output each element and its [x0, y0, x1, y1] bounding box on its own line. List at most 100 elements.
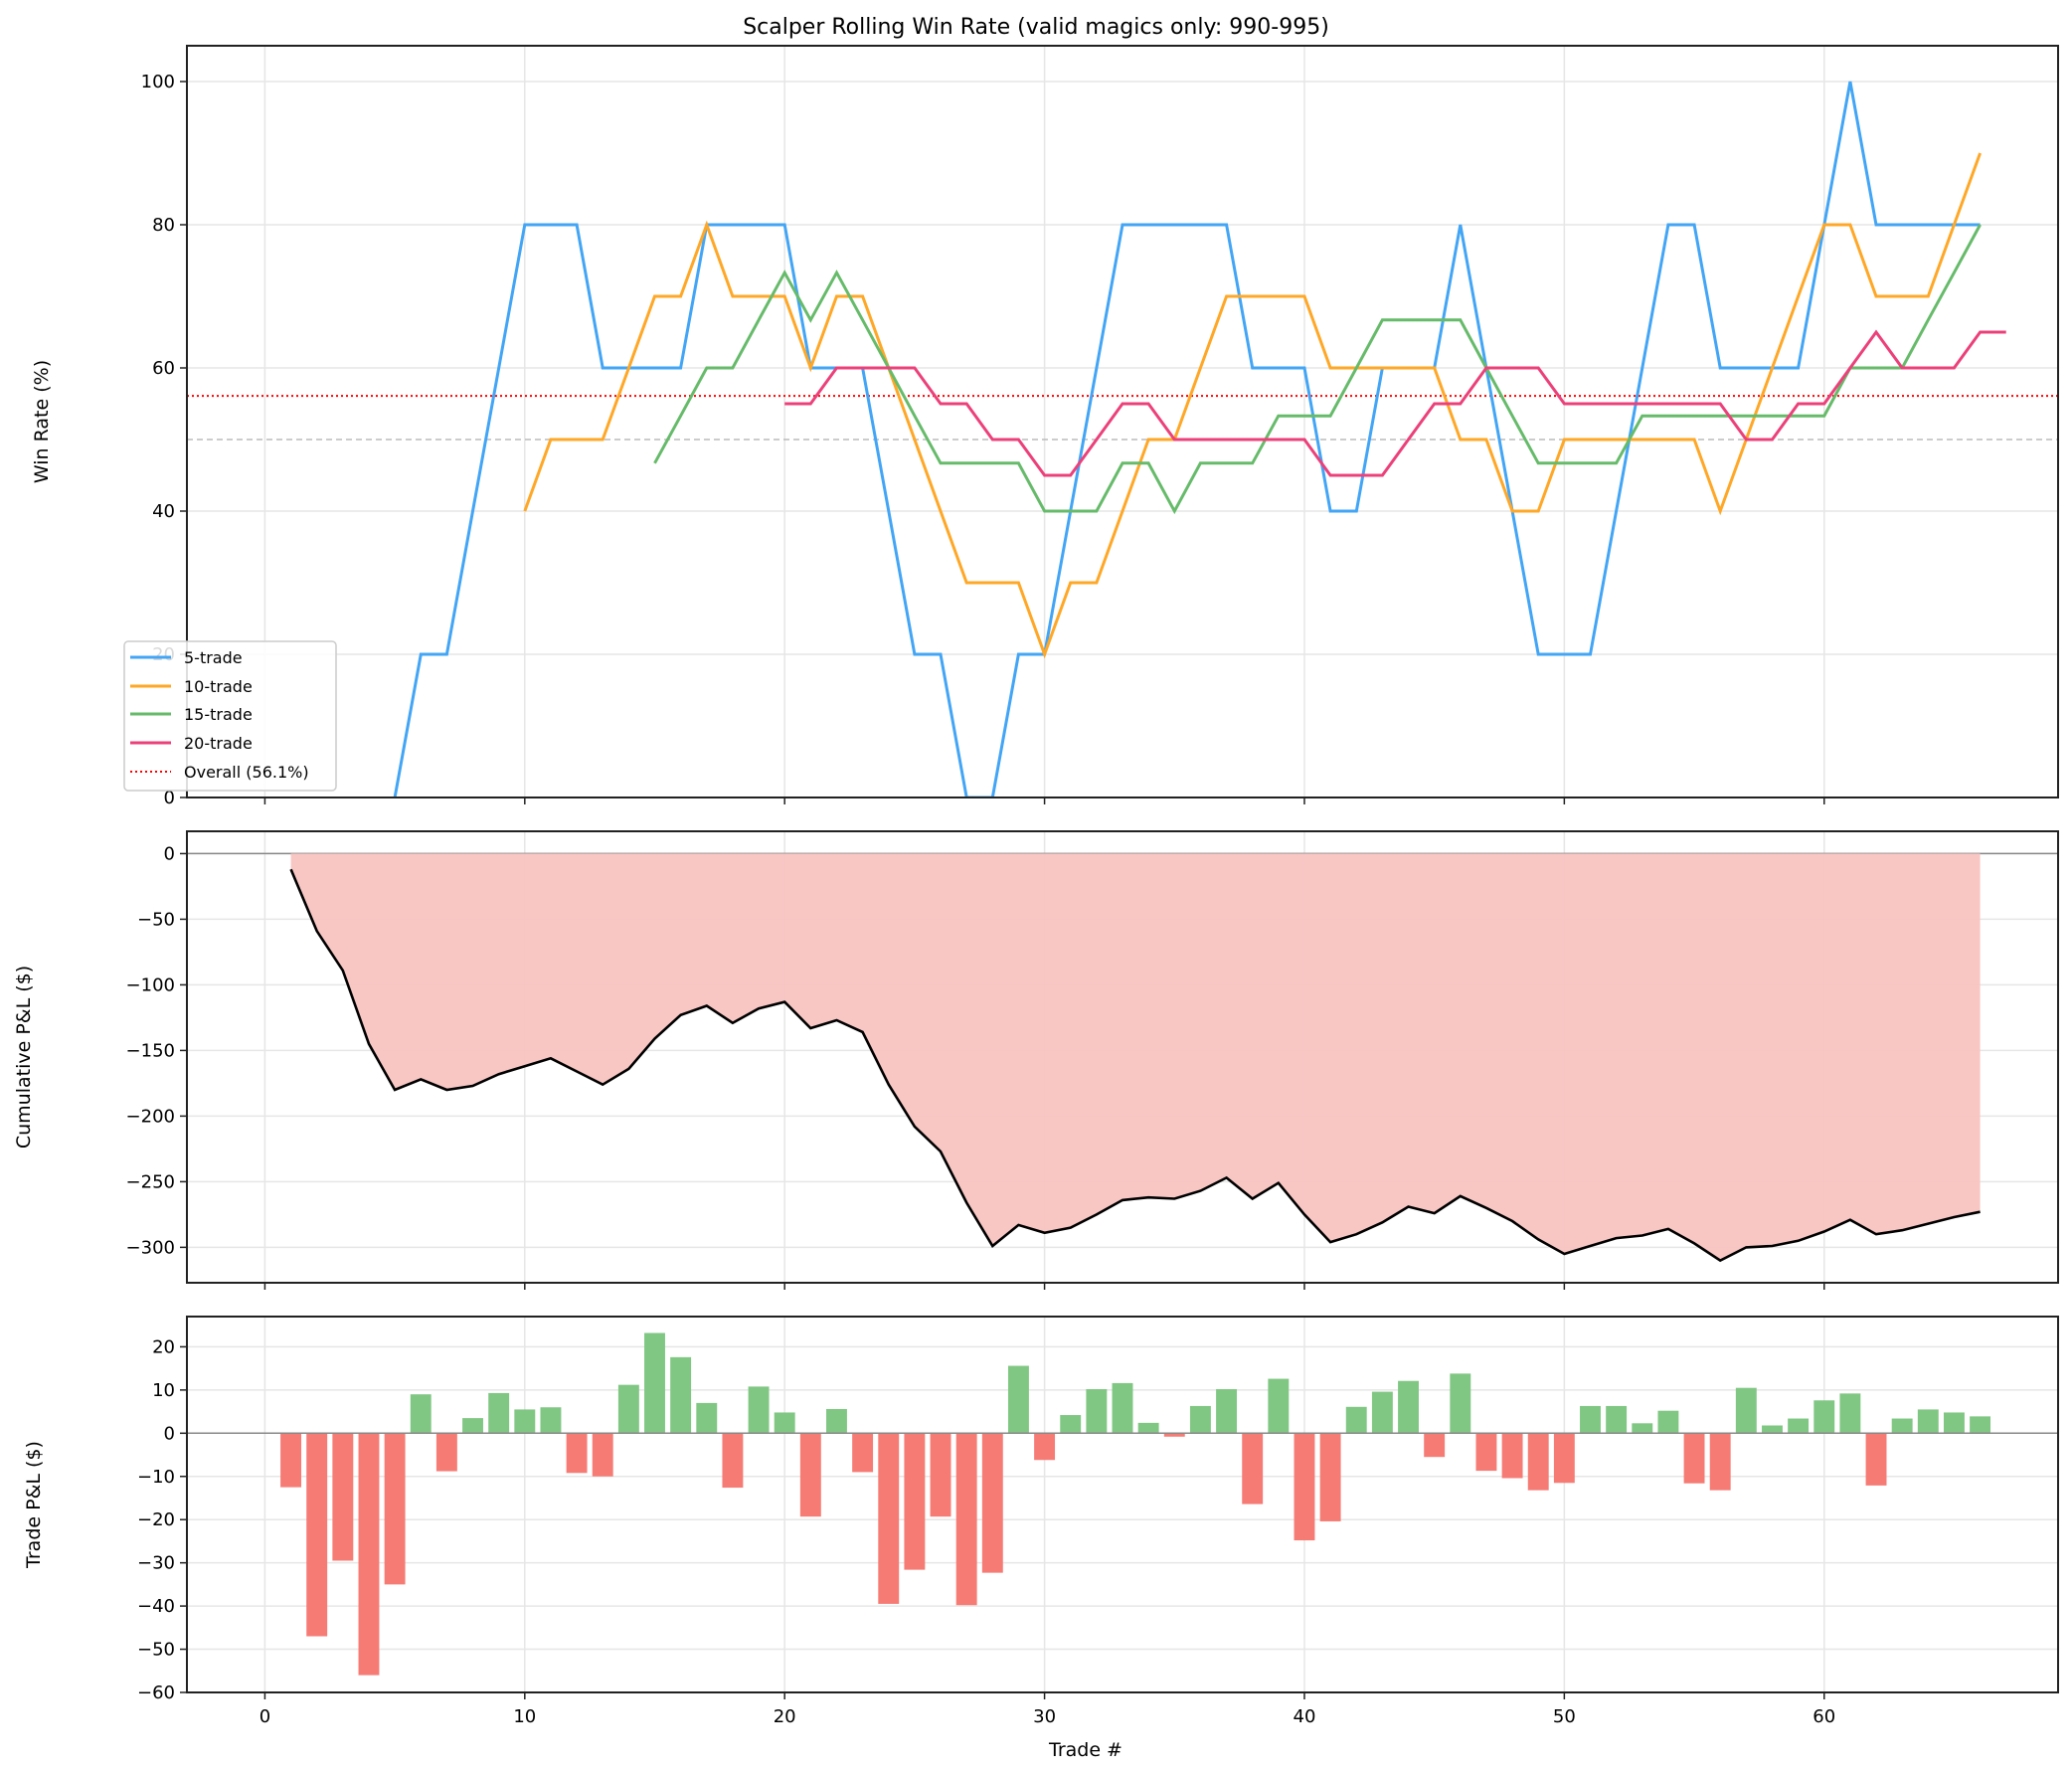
- trade-bar: [280, 1433, 302, 1488]
- trade-bar: [540, 1407, 562, 1434]
- drawdown-fill: [290, 853, 1981, 1261]
- trade-bar: [617, 1384, 639, 1434]
- legend-15-trade: 15-trade: [184, 705, 253, 724]
- trade-bar: [1813, 1400, 1835, 1434]
- trade-pnl-panel: 0 10 20 30 40 50 60 20 10 0 −10 −20 −30 −40 −50 −60 Tra…: [23, 1316, 2059, 1761]
- legend-20-trade: 20-trade: [184, 734, 253, 753]
- cumulative-line: [289, 868, 1981, 1263]
- y-tick-label: −100: [126, 974, 175, 995]
- trade-bar: [1788, 1418, 1810, 1434]
- trade-bars: [187, 1332, 2058, 1676]
- trade-bar: [878, 1433, 900, 1604]
- trade-bar: [981, 1433, 1003, 1573]
- trade-bar: [306, 1433, 328, 1637]
- trade-bar: [1606, 1405, 1628, 1434]
- trade-bar: [1086, 1388, 1108, 1434]
- y-tick-label: −30: [137, 1553, 175, 1574]
- trade-bar: [1917, 1409, 1939, 1434]
- trade-bar: [774, 1412, 795, 1434]
- trade-bar: [1891, 1418, 1913, 1434]
- trade-bar: [410, 1394, 432, 1434]
- trade-bar: [1943, 1412, 1965, 1434]
- trade-bar: [1007, 1365, 1029, 1434]
- trade-bar: [644, 1332, 665, 1434]
- trade-bar: [1580, 1405, 1601, 1434]
- trade-bar: [1632, 1423, 1653, 1434]
- trade-bar: [1242, 1433, 1264, 1504]
- x-tick-label: 20: [774, 1706, 796, 1727]
- y-tick-label: −50: [137, 909, 175, 930]
- trade-bar: [696, 1402, 718, 1434]
- x-tick-label: 60: [1813, 1706, 1835, 1727]
- trade-bar: [1709, 1433, 1731, 1491]
- trade-bar: [722, 1433, 744, 1489]
- cumulative-axes-frame: [186, 830, 2059, 1284]
- trade-grid: [187, 1317, 2058, 1693]
- y-tick-label: −10: [137, 1467, 175, 1488]
- trade-bar: [514, 1409, 536, 1434]
- trade-bar: [1371, 1391, 1393, 1434]
- x-tick-label: 40: [1294, 1706, 1316, 1727]
- y-tick-label: 0: [164, 1423, 175, 1444]
- y-tick-label: 0: [164, 788, 175, 808]
- series-10-trade: [523, 152, 1983, 659]
- trade-bar: [1319, 1433, 1341, 1521]
- trade-bar: [462, 1418, 483, 1434]
- trade-bar: [384, 1433, 406, 1585]
- trade-bar: [488, 1392, 510, 1434]
- trade-bar: [435, 1433, 457, 1472]
- y-tick-label: 10: [152, 1380, 175, 1401]
- win-rate-axes-frame: [186, 45, 2059, 798]
- cumulative-ticks: 0 −50 −100 −150 −200 −250 −300: [126, 843, 1825, 1290]
- trade-bar: [1762, 1425, 1783, 1434]
- trade-bar: [1268, 1378, 1290, 1434]
- x-tick-label: 10: [513, 1706, 536, 1727]
- trade-bar: [1735, 1387, 1757, 1434]
- legend-box: [123, 640, 337, 792]
- y-tick-label: −20: [137, 1509, 175, 1530]
- trade-bar: [748, 1386, 770, 1434]
- legend-10-trade: 10-trade: [184, 677, 253, 696]
- trade-bar: [332, 1433, 354, 1561]
- trade-bar: [566, 1433, 588, 1474]
- win-rate-grid: [187, 46, 2058, 798]
- win-rate-lines: [393, 81, 2006, 797]
- x-axis-label: Trade #: [1048, 1739, 1122, 1761]
- trade-bar: [1475, 1433, 1497, 1472]
- trade-bar: [1865, 1433, 1887, 1486]
- series-15-trade: [653, 224, 1982, 515]
- trade-bar: [358, 1433, 380, 1676]
- trade-bar: [1398, 1380, 1419, 1434]
- legend-5-trade: 5-trade: [184, 648, 243, 667]
- y-tick-label: −300: [126, 1237, 175, 1258]
- win-rate-ylabel: Win Rate (%): [31, 360, 53, 483]
- y-tick-label: −150: [126, 1040, 175, 1061]
- trade-bar: [1034, 1433, 1056, 1461]
- reference-lines: [187, 395, 2058, 441]
- x-tick-label: 0: [259, 1706, 270, 1727]
- y-tick-label: 20: [152, 1336, 175, 1357]
- trade-bar: [930, 1433, 951, 1517]
- y-tick-label: 60: [152, 358, 175, 379]
- y-tick-label: 40: [152, 501, 175, 522]
- trade-bar: [1424, 1433, 1446, 1458]
- trade-bar: [1294, 1433, 1315, 1541]
- y-tick-label: 0: [164, 843, 175, 864]
- win-rate-panel: 020406080100 Win Rate (%) 5-trade 10-tra…: [31, 45, 2059, 808]
- y-tick-label: −50: [137, 1640, 175, 1661]
- trade-bar: [799, 1433, 821, 1517]
- trade-bar: [1189, 1405, 1211, 1434]
- trade-bar: [955, 1433, 977, 1606]
- trade-bar: [1501, 1433, 1523, 1479]
- cumulative-ylabel: Cumulative P&L ($): [13, 966, 35, 1149]
- cumulative-pnl-panel: 0 −50 −100 −150 −200 −250 −300 Cumulative P&L …: [13, 830, 2059, 1290]
- y-tick-label: −40: [137, 1596, 175, 1617]
- legend-overall: Overall (56.1%): [184, 763, 309, 782]
- trade-bar: [1683, 1433, 1705, 1484]
- series-20-trade: [784, 329, 2006, 477]
- x-tick-label: 50: [1553, 1706, 1576, 1727]
- trade-bar: [1450, 1373, 1471, 1434]
- trade-ylabel: Trade P&L ($): [23, 1441, 45, 1569]
- y-tick-label: 80: [152, 215, 175, 236]
